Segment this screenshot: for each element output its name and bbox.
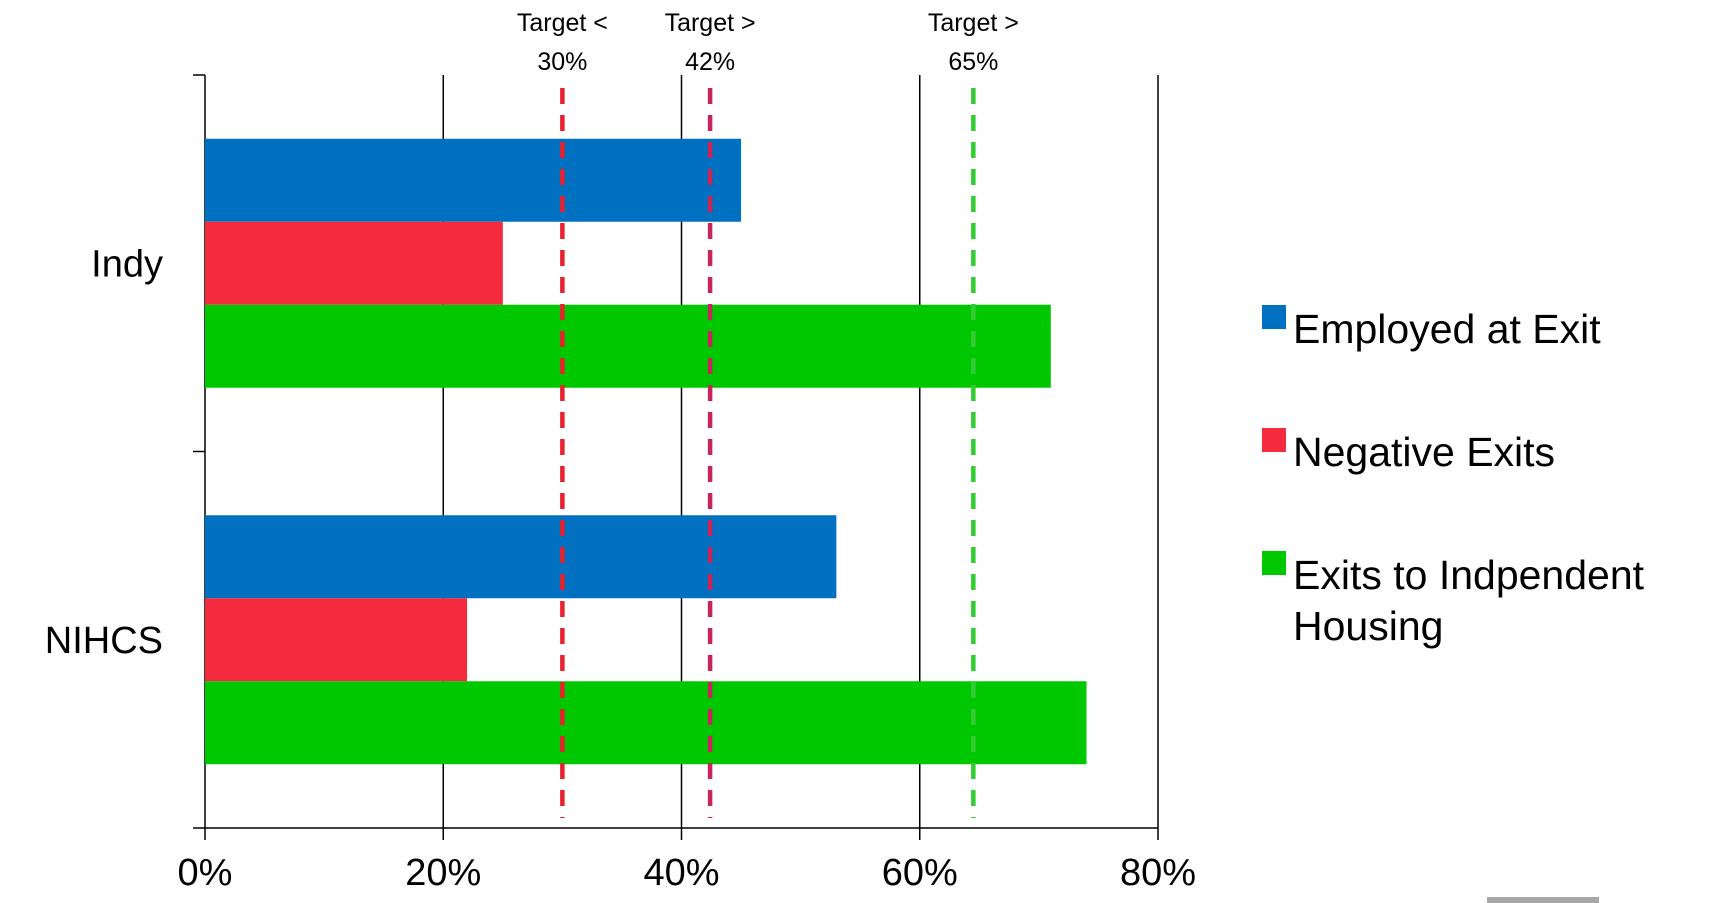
bar-indy-negative-exits <box>205 222 503 305</box>
category-label-nihcs: NIHCS <box>45 620 163 662</box>
legend-label-negative-exits: Negative Exits <box>1293 429 1555 475</box>
target-label-line1-1: Target > <box>665 9 756 37</box>
bar-indy-employed-at-exit <box>205 139 741 222</box>
target-label-line2-2: 65% <box>948 48 998 76</box>
legend-swatch-exits-to-indpendent-housing <box>1262 551 1286 575</box>
legend-label-exits-to-indpendent-housing: Exits to Indpendent Housing <box>1293 552 1645 649</box>
target-label-line2-0: 30% <box>537 48 587 76</box>
x-tick-label-3: 60% <box>882 852 958 894</box>
legend-label-employed-at-exit: Employed at Exit <box>1293 306 1601 352</box>
x-tick-label-0: 0% <box>178 852 233 894</box>
category-label-indy: Indy <box>91 243 163 285</box>
legend-swatch-negative-exits <box>1262 428 1286 452</box>
target-label-line1-2: Target > <box>928 9 1019 37</box>
x-tick-label-2: 40% <box>643 852 719 894</box>
x-tick-label-4: 80% <box>1120 852 1196 894</box>
target-label-line2-1: 42% <box>685 48 735 76</box>
bar-nihcs-negative-exits <box>205 598 467 681</box>
x-tick-label-1: 20% <box>405 852 481 894</box>
bar-nihcs-exits-to-indpendent-housing <box>205 681 1087 764</box>
bar-indy-exits-to-indpendent-housing <box>205 305 1051 388</box>
corner-decoration <box>1487 897 1599 903</box>
target-label-line1-0: Target < <box>517 9 608 37</box>
bar-nihcs-employed-at-exit <box>205 515 836 598</box>
legend-swatch-employed-at-exit <box>1262 305 1286 329</box>
